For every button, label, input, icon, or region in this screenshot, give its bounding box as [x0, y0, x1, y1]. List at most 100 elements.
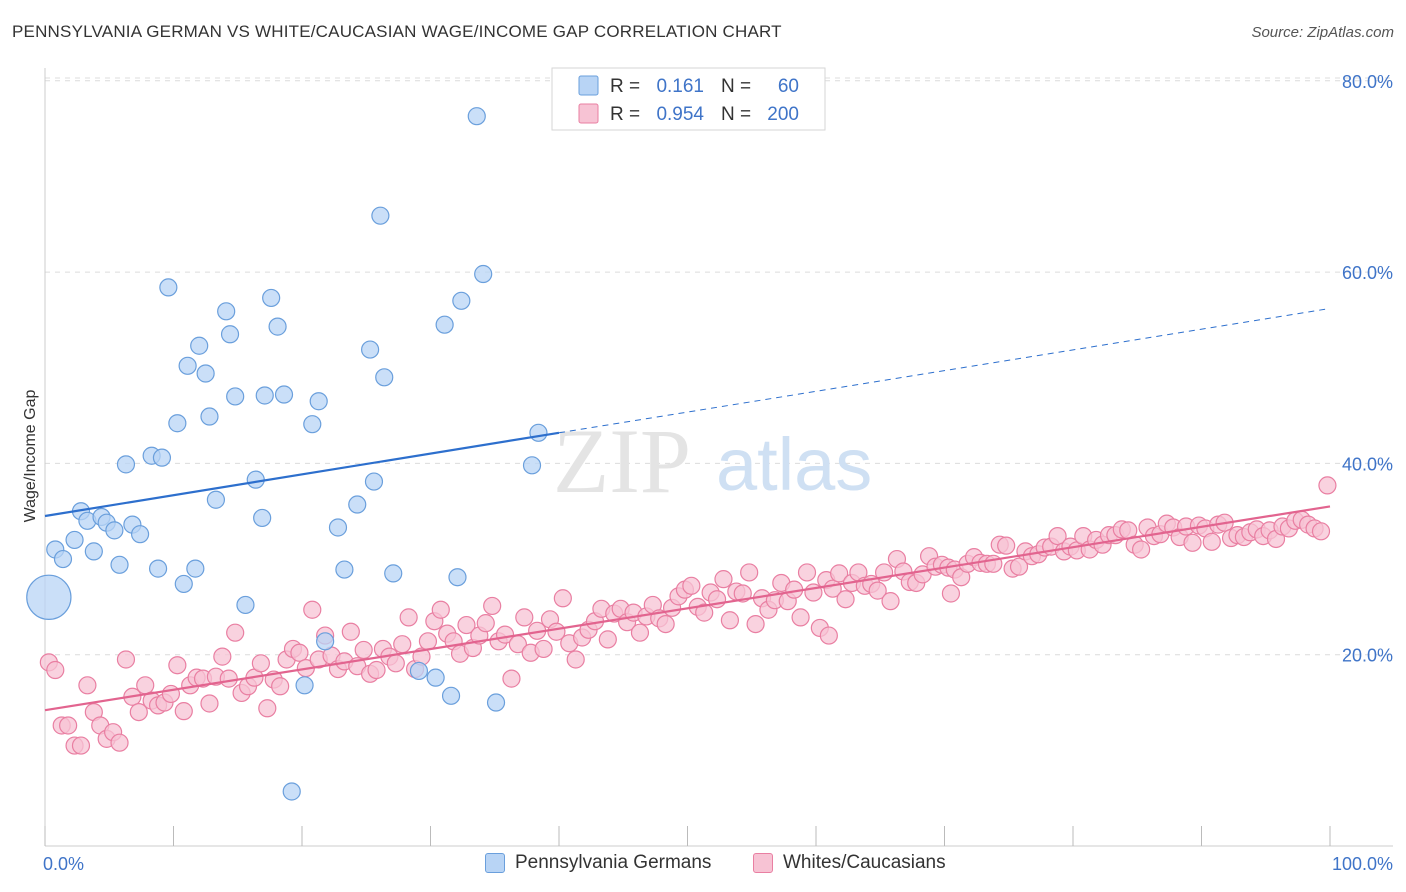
trend-line-whites-caucasians	[44, 505, 1331, 712]
point-pennsylvania-germans	[246, 470, 265, 489]
stats-r-value-blue: 0.161	[656, 76, 704, 97]
legend-swatch-blue	[485, 853, 505, 873]
point-whites-caucasians	[399, 608, 418, 627]
point-pennsylvania-germans	[426, 668, 445, 687]
point-whites-caucasians	[630, 623, 650, 642]
point-pennsylvania-germans	[84, 542, 103, 561]
point-whites-caucasians	[682, 576, 701, 595]
point-whites-caucasians	[136, 676, 155, 695]
point-whites-caucasians	[881, 592, 900, 611]
point-whites-caucasians	[213, 647, 232, 666]
point-pennsylvania-germans	[371, 206, 390, 225]
point-whites-caucasians	[129, 702, 148, 722]
y-tick-label: 80.0%	[1342, 72, 1393, 92]
point-pennsylvania-germans	[152, 448, 172, 467]
point-whites-caucasians	[251, 654, 270, 673]
point-whites-caucasians	[733, 584, 752, 603]
point-whites-caucasians	[566, 650, 585, 669]
point-whites-caucasians	[997, 536, 1016, 555]
point-whites-caucasians	[1183, 533, 1202, 552]
point-pennsylvania-germans	[186, 559, 205, 578]
point-pennsylvania-germans	[206, 490, 226, 509]
watermark: ZIP atlas	[553, 410, 872, 512]
legend-item-pennsylvania-germans[interactable]: Pennsylvania Germans	[485, 852, 711, 874]
watermark-zip: ZIP	[553, 410, 691, 512]
point-whites-caucasians	[740, 563, 759, 582]
point-whites-caucasians	[367, 660, 386, 680]
point-whites-caucasians	[695, 603, 714, 622]
point-whites-caucasians	[354, 640, 373, 660]
point-whites-caucasians	[116, 650, 136, 669]
gridlines	[45, 77, 1393, 656]
point-whites-caucasians	[161, 684, 181, 704]
trend-lines	[44, 307, 1331, 712]
legend-item-whites-caucasians[interactable]: Whites/Caucasians	[753, 852, 946, 874]
point-pennsylvania-germans	[255, 386, 274, 405]
point-whites-caucasians	[110, 733, 129, 752]
point-pennsylvania-germans	[467, 107, 486, 126]
point-whites-caucasians	[386, 654, 405, 673]
point-whites-caucasians	[941, 584, 961, 603]
point-whites-caucasians	[1048, 526, 1067, 546]
source-label: Source: ZipAtlas.com	[1251, 24, 1394, 41]
trend-line-pennsylvania-germans	[44, 431, 560, 518]
point-whites-caucasians	[830, 564, 849, 583]
point-whites-caucasians	[836, 590, 855, 609]
point-whites-caucasians	[290, 643, 309, 662]
point-whites-caucasians	[271, 677, 290, 696]
stats-swatch-pink	[578, 103, 599, 124]
stats-r-value-pink: 0.954	[656, 104, 704, 125]
point-whites-caucasians	[341, 622, 360, 641]
point-pennsylvania-germans	[159, 278, 178, 297]
point-whites-caucasians	[714, 570, 733, 589]
point-whites-caucasians	[483, 596, 502, 616]
point-whites-caucasians	[393, 635, 412, 654]
y-tick-label: 20.0%	[1342, 646, 1393, 666]
point-whites-caucasians	[174, 702, 193, 721]
point-pennsylvania-germans	[220, 325, 240, 344]
point-whites-caucasians	[502, 669, 521, 688]
stats-n-value-pink: 200	[767, 104, 799, 125]
point-whites-caucasians	[476, 614, 495, 633]
series-pennsylvania-germans	[26, 107, 548, 801]
tick-labels: 20.0% 40.0% 60.0% 80.0% 0.0% 100.0%	[43, 72, 1393, 874]
watermark-atlas: atlas	[716, 423, 872, 506]
point-pennsylvania-germans	[148, 559, 168, 578]
point-pennsylvania-germans	[441, 686, 461, 705]
point-whites-caucasians	[797, 563, 817, 582]
point-pennsylvania-germans	[190, 336, 209, 355]
point-pennsylvania-germans	[168, 414, 187, 433]
point-whites-caucasians	[46, 660, 65, 680]
point-whites-caucasians	[431, 600, 450, 619]
point-pennsylvania-germans	[522, 456, 542, 475]
point-pennsylvania-germans	[474, 264, 493, 284]
point-pennsylvania-germans	[274, 385, 294, 404]
stats-legend: R = 0.161 N = 60 R = 0.954 N = 200	[551, 67, 826, 131]
point-whites-caucasians	[1318, 476, 1337, 495]
point-pennsylvania-germans	[384, 564, 403, 583]
point-pennsylvania-germans	[116, 455, 136, 474]
point-pennsylvania-germans	[105, 521, 124, 540]
point-pennsylvania-germans	[409, 661, 429, 681]
series-whites-caucasians	[39, 476, 1337, 755]
point-whites-caucasians	[868, 581, 887, 600]
y-tick-label: 40.0%	[1342, 454, 1393, 474]
legend-label-pennsylvania-germans: Pennsylvania Germans	[515, 852, 712, 873]
point-whites-caucasians	[1132, 540, 1151, 559]
point-whites-caucasians	[534, 639, 553, 659]
point-whites-caucasians	[71, 736, 91, 755]
point-whites-caucasians	[226, 623, 245, 642]
point-pennsylvania-germans	[65, 530, 84, 550]
point-pennsylvania-germans	[53, 549, 73, 569]
y-axis-label: Wage/Income Gap	[22, 390, 39, 523]
point-pennsylvania-germans	[295, 676, 314, 695]
stats-r-label-blue: R =	[610, 76, 640, 97]
x-tick-label: 100.0%	[1332, 854, 1393, 874]
point-pennsylvania-germans	[130, 525, 150, 544]
point-whites-caucasians	[1311, 522, 1331, 541]
point-whites-caucasians	[720, 611, 740, 630]
point-pennsylvania-germans	[316, 632, 335, 651]
point-whites-caucasians	[457, 615, 476, 635]
point-pennsylvania-germans	[178, 356, 197, 375]
point-whites-caucasians	[791, 608, 810, 627]
